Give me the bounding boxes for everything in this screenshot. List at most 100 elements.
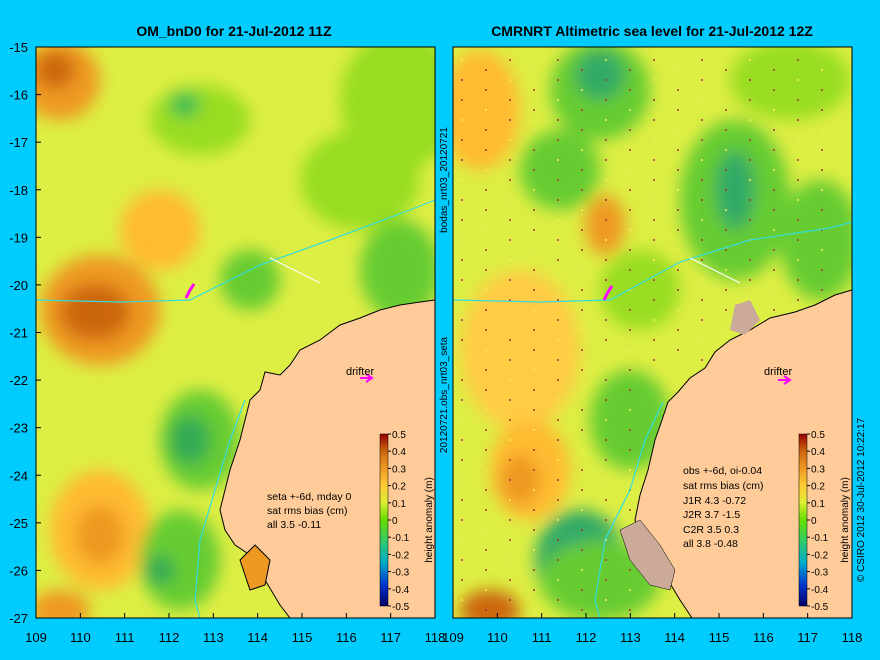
- observation-dot: [605, 119, 607, 121]
- observation-dot: [581, 349, 583, 351]
- colorbar-tick-label: -0.5: [811, 602, 829, 613]
- observation-dot: [557, 359, 559, 361]
- observation-dot: [749, 119, 751, 121]
- colorbar-tick-label: 0.3: [811, 464, 825, 475]
- observation-dot: [581, 249, 583, 251]
- observation-dot: [677, 289, 679, 291]
- credit-label: © CSIRO 2012 30-Jul-2012 10:22:17: [856, 417, 867, 582]
- left-height-field: [36, 47, 435, 618]
- observation-dot: [605, 319, 607, 321]
- observation-dot: [461, 259, 463, 261]
- observation-dot: [509, 299, 511, 301]
- observation-dot: [653, 259, 655, 261]
- observation-dot: [461, 359, 463, 361]
- observation-dot: [605, 419, 607, 421]
- observation-dot: [533, 569, 535, 571]
- observation-dot: [629, 509, 631, 511]
- observation-dot: [461, 599, 463, 601]
- observation-dot: [533, 349, 535, 351]
- observation-dot: [461, 239, 463, 241]
- observation-dot: [461, 399, 463, 401]
- colorbar-tick-label: 0.4: [811, 447, 825, 458]
- observation-dot: [701, 159, 703, 161]
- observation-dot: [509, 519, 511, 521]
- observation-dot: [629, 329, 631, 331]
- colorbar-tick-label: -0.2: [392, 550, 410, 561]
- observation-dot: [485, 589, 487, 591]
- observation-dot: [509, 479, 511, 481]
- observation-dot: [485, 249, 487, 251]
- longitude-tick-label: 113: [620, 630, 641, 645]
- colorbar-tick-label: 0: [392, 516, 398, 527]
- latitude-tick-label: -26: [9, 563, 28, 578]
- observation-dot: [557, 399, 559, 401]
- observation-dot: [773, 129, 775, 131]
- latitude-tick-label: -19: [9, 230, 28, 245]
- observation-dot: [653, 279, 655, 281]
- observation-dot: [557, 239, 559, 241]
- observation-dot: [677, 89, 679, 91]
- observation-dot: [605, 159, 607, 161]
- colorbar-tick-label: 0.5: [392, 430, 406, 441]
- observation-dot: [653, 59, 655, 61]
- observation-dot: [557, 379, 559, 381]
- observation-dot: [677, 329, 679, 331]
- observation-dot: [629, 469, 631, 471]
- right-map-title: CMRNRT Altimetric sea level for 21-Jul-2…: [491, 23, 813, 39]
- observation-dot: [485, 229, 487, 231]
- observation-dot: [701, 79, 703, 81]
- observation-dot: [533, 149, 535, 151]
- observation-dot: [509, 259, 511, 261]
- observation-dot: [461, 419, 463, 421]
- observation-dot: [629, 89, 631, 91]
- observation-dot: [677, 349, 679, 351]
- colorbar-tick-label: -0.1: [811, 533, 829, 544]
- observation-dot: [581, 529, 583, 531]
- observation-dot: [701, 339, 703, 341]
- observation-dot: [485, 129, 487, 131]
- observation-dot: [629, 129, 631, 131]
- observation-dot: [797, 279, 799, 281]
- colorbar-tick-label: 0.2: [392, 482, 406, 493]
- observation-dot: [797, 259, 799, 261]
- left-annotation: seta +-6d, mday 0 sat rms bias (cm) all …: [267, 491, 351, 531]
- latitude-tick-label: -16: [9, 88, 28, 103]
- colorbar-tick-label: -0.1: [392, 533, 410, 544]
- observation-dot: [725, 189, 727, 191]
- observation-dot: [701, 179, 703, 181]
- observation-dot: [605, 139, 607, 141]
- observation-dot: [461, 319, 463, 321]
- observation-dot: [677, 249, 679, 251]
- observation-dot: [725, 309, 727, 311]
- colorbar-tick-label: -0.2: [811, 550, 829, 561]
- observation-dot: [605, 179, 607, 181]
- observation-dot: [821, 149, 823, 151]
- observation-dot: [725, 289, 727, 291]
- observation-dot: [629, 429, 631, 431]
- observation-dot: [485, 309, 487, 311]
- observation-dot: [605, 259, 607, 261]
- observation-dot: [509, 399, 511, 401]
- observation-dot: [629, 229, 631, 231]
- observation-dot: [653, 139, 655, 141]
- observation-dot: [509, 579, 511, 581]
- observation-dot: [773, 149, 775, 151]
- observation-dot: [485, 369, 487, 371]
- longitude-tick-label: 116: [336, 630, 357, 645]
- left-colorbar-label: height anomaly (m): [424, 477, 435, 563]
- observation-dot: [725, 209, 727, 211]
- observation-dot: [485, 289, 487, 291]
- colorbar-tick-label: -0.4: [392, 585, 410, 596]
- observation-dot: [773, 69, 775, 71]
- observation-dot: [557, 559, 559, 561]
- observation-dot: [701, 99, 703, 101]
- observation-dot: [485, 509, 487, 511]
- observation-dot: [773, 229, 775, 231]
- observation-dot: [773, 289, 775, 291]
- longitude-tick-label: 112: [576, 630, 597, 645]
- observation-dot: [461, 459, 463, 461]
- longitude-tick-label: 118: [842, 630, 863, 645]
- left-drifter-label: drifter: [346, 366, 374, 378]
- observation-dot: [701, 239, 703, 241]
- observation-dot: [581, 509, 583, 511]
